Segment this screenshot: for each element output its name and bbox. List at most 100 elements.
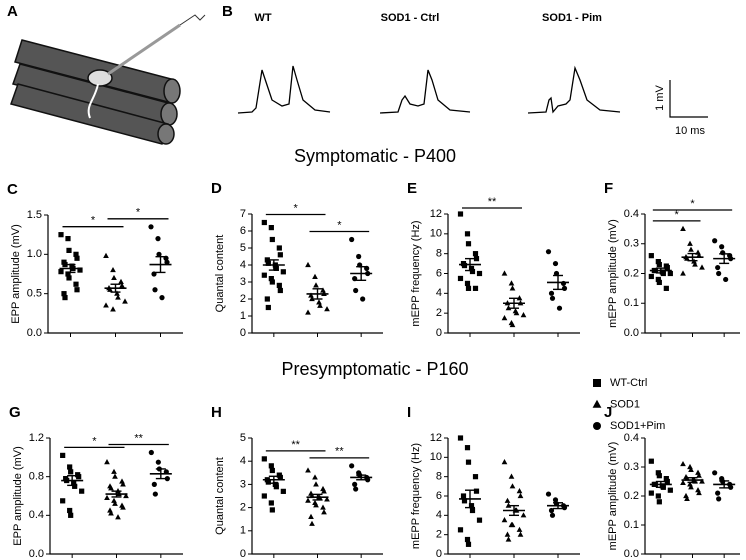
y-tick-label: 4 xyxy=(436,287,442,299)
y-tick-label: 0.2 xyxy=(624,267,639,279)
data-point xyxy=(656,499,662,505)
significance-label: * xyxy=(136,207,141,219)
data-point xyxy=(265,304,271,311)
significance-label: * xyxy=(337,219,342,231)
y-tick-label: 6 xyxy=(240,225,246,237)
data-point xyxy=(118,278,124,284)
data-point xyxy=(465,241,472,247)
data-point xyxy=(648,490,654,496)
y-tick-label: 0.0 xyxy=(624,548,639,560)
data-point xyxy=(110,306,116,312)
data-point xyxy=(268,500,274,506)
data-point xyxy=(561,285,568,291)
significance-label: ** xyxy=(291,439,300,451)
data-point xyxy=(305,467,311,473)
y-tick-label: 2 xyxy=(436,307,442,319)
data-point xyxy=(504,497,511,503)
data-point xyxy=(353,486,359,492)
data-point xyxy=(692,261,698,267)
data-point xyxy=(58,232,64,238)
significance-label: * xyxy=(294,202,299,214)
y-tick-label: 6 xyxy=(436,267,442,279)
data-point xyxy=(277,252,283,258)
y-axis-label: EPP amplitude (mV) xyxy=(12,446,24,545)
y-tick-label: 0.4 xyxy=(624,432,639,444)
data-point xyxy=(508,280,515,286)
data-point xyxy=(473,256,480,262)
data-point xyxy=(74,255,80,261)
y-tick-label: 0.0 xyxy=(624,327,639,339)
data-point xyxy=(151,481,157,487)
data-point xyxy=(111,274,117,281)
data-point xyxy=(261,456,267,462)
data-point xyxy=(159,295,165,301)
y-tick-label: 1.5 xyxy=(27,209,42,221)
significance-label: * xyxy=(675,209,680,221)
data-point xyxy=(501,270,508,276)
data-point xyxy=(695,487,701,493)
data-point xyxy=(280,488,286,494)
data-point xyxy=(60,452,66,458)
data-point xyxy=(73,251,79,257)
y-tick-label: 0.1 xyxy=(624,519,639,531)
y-tick-label: 10 xyxy=(430,451,442,463)
data-point xyxy=(508,473,515,479)
data-point xyxy=(148,449,154,456)
data-point xyxy=(457,435,464,441)
data-point xyxy=(320,287,326,293)
data-point xyxy=(469,507,476,514)
panel-label: C xyxy=(7,181,18,198)
data-point xyxy=(120,504,126,510)
data-point xyxy=(68,512,74,518)
data-point xyxy=(715,264,721,271)
data-point xyxy=(349,236,355,243)
data-point xyxy=(548,290,555,296)
epp-traces xyxy=(237,65,621,114)
data-point xyxy=(321,509,327,515)
data-point xyxy=(305,309,311,315)
y-tick-label: 0.3 xyxy=(624,461,639,473)
data-point xyxy=(728,484,734,490)
y-tick-label: 4 xyxy=(436,509,442,521)
data-point xyxy=(505,502,512,508)
data-point xyxy=(79,488,85,494)
y-axis-label: EPP amplitude (mV) xyxy=(10,224,22,323)
scale-label: 10 ms xyxy=(675,125,705,137)
data-point xyxy=(648,273,654,280)
data-point xyxy=(680,479,686,486)
data-point xyxy=(277,287,283,294)
data-point xyxy=(264,257,270,263)
data-point xyxy=(104,459,110,465)
y-tick-label: 0.2 xyxy=(624,490,639,502)
data-point xyxy=(517,492,524,499)
data-point xyxy=(509,483,516,489)
panel-label: I xyxy=(407,404,411,421)
data-point xyxy=(461,262,468,269)
data-point xyxy=(265,260,271,266)
panel-label: A xyxy=(7,3,18,20)
data-point xyxy=(548,507,555,514)
data-point xyxy=(261,219,267,226)
panel-label: B xyxy=(222,3,233,20)
y-tick-label: 0.4 xyxy=(624,208,639,220)
y-tick-label: 4 xyxy=(240,455,246,467)
data-point xyxy=(320,504,326,510)
data-point xyxy=(269,236,275,243)
data-point xyxy=(513,310,520,316)
data-point xyxy=(120,481,126,487)
data-point xyxy=(308,513,314,519)
data-point xyxy=(667,487,673,493)
data-point xyxy=(656,473,662,479)
data-point xyxy=(505,536,512,542)
scale-label: 1 mV xyxy=(654,85,666,111)
data-point xyxy=(265,479,271,485)
y-tick-label: 2 xyxy=(240,502,246,514)
data-point xyxy=(73,281,79,287)
data-point xyxy=(516,295,523,301)
data-point xyxy=(664,478,670,485)
data-point xyxy=(687,240,693,246)
y-axis-label: mEPP amplitude (mV) xyxy=(607,442,619,551)
data-point xyxy=(365,477,371,483)
trace-title: SOD1 - Ctrl xyxy=(381,12,440,24)
data-point xyxy=(269,507,275,513)
